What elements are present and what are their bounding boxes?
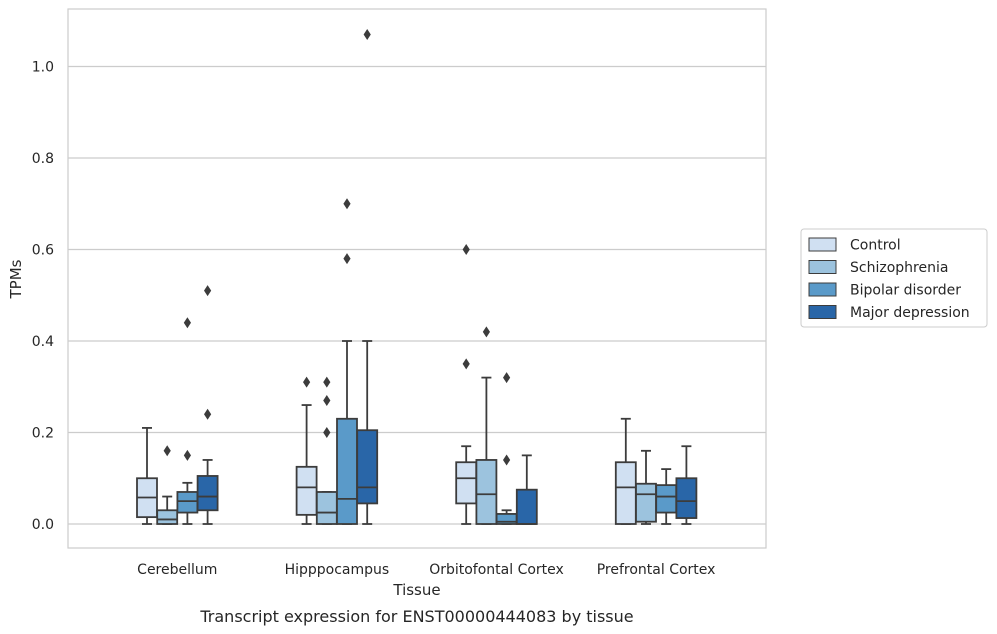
box-iqr: [176, 491, 199, 514]
box-control: [455, 244, 478, 525]
outlier-point: [163, 445, 171, 457]
outlier-point: [482, 326, 490, 338]
box-iqr: [336, 417, 358, 525]
y-tick-label: 0.8: [32, 151, 54, 167]
y-tick-label: 0.6: [32, 243, 54, 259]
y-tick-label: 0.4: [32, 334, 54, 350]
outlier-point: [323, 376, 331, 388]
y-tick-label: 0.0: [32, 517, 54, 533]
y-axis-label: TPMs: [7, 259, 25, 299]
box-iqr: [635, 482, 657, 523]
legend-swatch: [808, 305, 837, 319]
box-iqr: [315, 491, 338, 525]
legend-swatch: [808, 282, 837, 297]
outlier-point: [363, 28, 371, 40]
box-iqr: [515, 488, 538, 525]
outlier-point: [303, 376, 311, 388]
box-iqr: [455, 461, 478, 505]
legend-label: Schizophrenia: [850, 260, 948, 276]
legend: Control Schizophrenia Bipolar disorder Majo…: [800, 228, 988, 328]
outlier-point: [503, 454, 511, 466]
box-bipolar-disorder: [176, 317, 199, 525]
x-tick-label: Prefrontal Cortex: [597, 562, 716, 578]
box-iqr: [356, 429, 379, 505]
box-schizophrenia: [315, 376, 338, 525]
outlier-point: [343, 253, 351, 265]
plot-frame: [67, 8, 767, 549]
outlier-point: [323, 427, 331, 438]
box-control: [136, 427, 158, 525]
outlier-point: [343, 198, 351, 210]
y-tick-label: 0.2: [32, 426, 54, 442]
box-major-depression: [356, 28, 379, 525]
outlier-point: [462, 358, 470, 370]
box-iqr: [475, 459, 498, 525]
box-schizophrenia: [156, 445, 179, 525]
box-iqr: [655, 484, 678, 514]
outlier-point: [503, 372, 511, 384]
x-tick-label: Hipppocampus: [285, 562, 390, 578]
box-iqr: [196, 475, 219, 512]
gridlines: [68, 65, 766, 525]
chart-caption: Transcript expression for ENST0000044408…: [199, 607, 633, 626]
outlier-point: [183, 449, 191, 461]
box-control: [295, 376, 318, 525]
y-tick-label: 1.0: [32, 60, 54, 76]
box-bipolar-disorder: [336, 198, 358, 525]
outlier-point: [323, 394, 331, 406]
outlier-point: [462, 244, 470, 255]
box-bipolar-disorder: [495, 372, 518, 525]
box-bipolar-disorder: [655, 468, 678, 525]
x-tick-label: Cerebellum: [137, 562, 217, 578]
x-tick-label: Orbitofontal Cortex: [429, 562, 564, 578]
box-iqr: [156, 509, 179, 525]
box-iqr: [295, 465, 318, 516]
legend-label: Control: [850, 238, 901, 254]
outlier-point: [204, 408, 212, 420]
box-iqr: [614, 461, 637, 525]
legend-swatch: [808, 237, 837, 252]
box-major-depression: [675, 445, 698, 525]
outlier-point: [183, 317, 191, 329]
outlier-point: [204, 285, 212, 297]
boxes: [136, 28, 698, 525]
x-tick-labels: Cerebellum Hipppocampus Orbitofontal Corte…: [137, 562, 715, 578]
y-tick-labels: 0.0 0.2 0.4 0.6 0.8 1.0: [32, 60, 54, 534]
box-iqr: [675, 477, 698, 519]
legend-label: Bipolar disorder: [850, 283, 961, 299]
x-axis-label: Tissue: [392, 581, 440, 599]
legend-swatch: [808, 260, 837, 274]
box-control: [614, 417, 637, 525]
box-schizophrenia: [635, 449, 657, 525]
legend-frame: [800, 228, 988, 328]
legend-label: Major depression: [850, 305, 970, 321]
box-major-depression: [515, 454, 538, 525]
box-major-depression: [196, 285, 219, 525]
box-schizophrenia: [475, 326, 498, 525]
